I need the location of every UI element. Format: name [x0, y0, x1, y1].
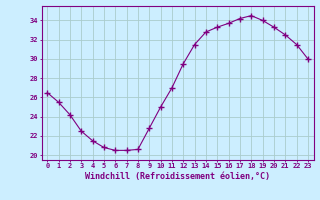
- X-axis label: Windchill (Refroidissement éolien,°C): Windchill (Refroidissement éolien,°C): [85, 172, 270, 181]
